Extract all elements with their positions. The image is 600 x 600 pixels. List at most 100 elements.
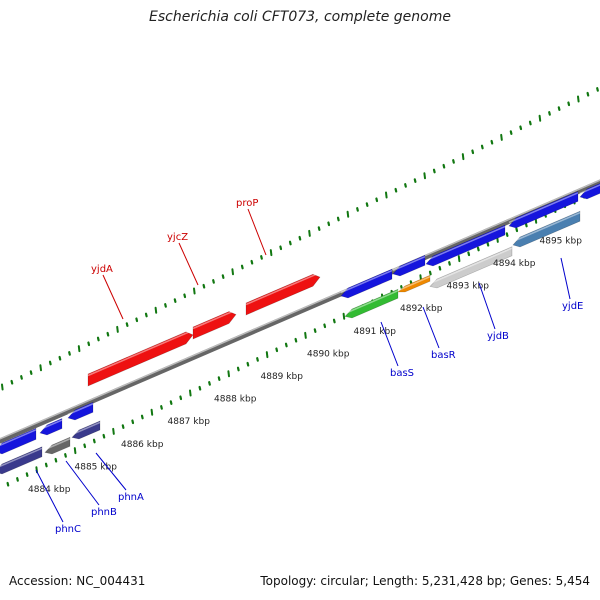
outer-tick-mark xyxy=(58,355,62,361)
inner-tick-mark xyxy=(54,457,58,463)
gene-arrow-reverse-shine xyxy=(397,276,431,292)
gene-arrow-reverse[interactable] xyxy=(579,181,600,200)
gene-arrow-reverse[interactable] xyxy=(512,210,581,248)
outer-tick-mark xyxy=(413,178,417,183)
outer-tick-mark xyxy=(250,259,254,265)
gene-arrow-reverse-shine xyxy=(71,421,101,436)
gene-arrow-forward[interactable] xyxy=(192,311,237,340)
outer-tick-mark xyxy=(87,341,91,347)
gene-arrow-reverse[interactable] xyxy=(392,254,426,277)
inner-tick-mark xyxy=(169,400,173,405)
gene-label-leader xyxy=(560,257,571,300)
outer-tick-mark xyxy=(394,187,398,193)
gene-arrow-reverse-shine xyxy=(512,212,581,243)
gene-arrow-reverse[interactable] xyxy=(425,224,506,267)
outer-tick-mark xyxy=(500,133,503,141)
gene-label-forward: yjdA xyxy=(91,264,113,275)
outer-tick-mark xyxy=(193,287,196,295)
inner-tick-mark xyxy=(332,318,336,324)
outer-tick-mark xyxy=(538,114,542,122)
gene-label-leader xyxy=(247,208,267,256)
outer-tick-mark xyxy=(365,202,369,207)
gene-arrow-forward-shine xyxy=(87,329,194,377)
outer-tick-mark xyxy=(586,91,590,97)
outer-tick-mark xyxy=(298,235,302,241)
scale-tick-label: 4884 kbp xyxy=(28,485,71,495)
outer-tick-mark xyxy=(596,87,599,92)
gene-label-forward: yjcZ xyxy=(167,232,188,243)
gene-features[interactable] xyxy=(0,181,600,475)
gene-arrow-reverse[interactable] xyxy=(508,190,579,229)
outer-tick-mark xyxy=(442,163,446,169)
inner-tick-mark xyxy=(6,481,10,487)
gene-arrow-reverse[interactable] xyxy=(397,274,431,293)
inner-tick-mark xyxy=(217,376,221,381)
outer-tick-mark xyxy=(557,106,561,111)
inner-tick-mark xyxy=(44,462,48,468)
scale-tick-label: 4888 kbp xyxy=(214,395,257,405)
gene-label-leader xyxy=(65,460,100,506)
inner-tick-mark xyxy=(476,246,480,252)
gene-arrow-reverse[interactable] xyxy=(344,288,399,319)
inner-tick-mark xyxy=(227,370,230,378)
scale-tick-label: 4894 kbp xyxy=(493,259,536,269)
gene-arrow-reverse-shine xyxy=(344,290,399,315)
outer-tick-mark xyxy=(29,370,33,375)
outer-tick-mark xyxy=(202,283,206,289)
inner-tick-mark xyxy=(457,255,461,263)
inner-tick-mark xyxy=(438,265,442,271)
inner-tick-mark xyxy=(83,443,87,449)
gene-arrow-reverse-shine xyxy=(340,269,393,294)
inner-tick-mark xyxy=(467,251,471,257)
backbone-line xyxy=(0,179,600,444)
gene-arrow-reverse[interactable] xyxy=(0,446,43,475)
backbone-highlight xyxy=(0,179,600,440)
outer-tick-mark xyxy=(221,274,225,279)
inner-tick-mark xyxy=(400,285,403,290)
outer-tick-mark xyxy=(135,317,139,323)
gene-arrow-reverse[interactable] xyxy=(39,418,63,436)
gene-arrow-reverse-shine xyxy=(67,403,94,416)
gene-arrow-reverse[interactable] xyxy=(44,436,71,455)
outer-tick-mark xyxy=(68,351,71,356)
inner-tick-mark xyxy=(121,424,125,429)
outer-tick-mark xyxy=(308,229,311,237)
outer-tick-mark xyxy=(327,221,331,227)
outer-tick-mark xyxy=(471,149,475,155)
scale-tick-label: 4892 kbp xyxy=(400,304,443,314)
inner-tick-mark xyxy=(524,222,528,228)
outer-tick-mark xyxy=(480,144,484,150)
outer-tick-mark xyxy=(356,207,359,212)
gene-arrow-forward-shine xyxy=(192,309,237,330)
gene-arrow-forward[interactable] xyxy=(245,273,321,316)
gene-arrow-reverse[interactable] xyxy=(340,268,393,299)
scale-tick-label: 4887 kbp xyxy=(168,417,211,427)
gene-arrow-reverse[interactable] xyxy=(67,401,94,421)
gene-label-leader xyxy=(380,321,399,367)
outer-tick-mark xyxy=(48,360,52,366)
scale-tick-label: 4895 kbp xyxy=(540,236,583,246)
gene-arrow-reverse[interactable] xyxy=(429,246,513,289)
outer-tick-mark xyxy=(452,159,455,164)
inner-tick-mark xyxy=(160,405,163,410)
gene-arrow-reverse[interactable] xyxy=(71,420,101,440)
gene-arrow-reverse-shine xyxy=(579,184,600,195)
outer-tick-mark xyxy=(490,139,494,145)
outer-tick-mark xyxy=(567,101,571,107)
outer-tick-mark xyxy=(577,95,580,103)
gene-arrow-reverse[interactable] xyxy=(0,427,37,455)
outer-tick-mark xyxy=(116,325,119,333)
inner-tick-mark xyxy=(179,395,183,401)
gene-arrow-forward[interactable] xyxy=(87,331,194,387)
inner-tick-mark xyxy=(486,241,490,247)
inner-tick-mark xyxy=(198,385,202,391)
gene-label-reverse: basS xyxy=(390,368,414,379)
gene-label-forward: proP xyxy=(236,198,258,209)
inner-tick-mark xyxy=(112,427,115,435)
outer-tick-mark xyxy=(96,336,100,342)
gene-arrow-reverse-shine xyxy=(392,256,426,272)
inner-tick-mark xyxy=(284,342,288,348)
map-title: Escherichia coli CFT073, complete genome xyxy=(149,9,451,25)
